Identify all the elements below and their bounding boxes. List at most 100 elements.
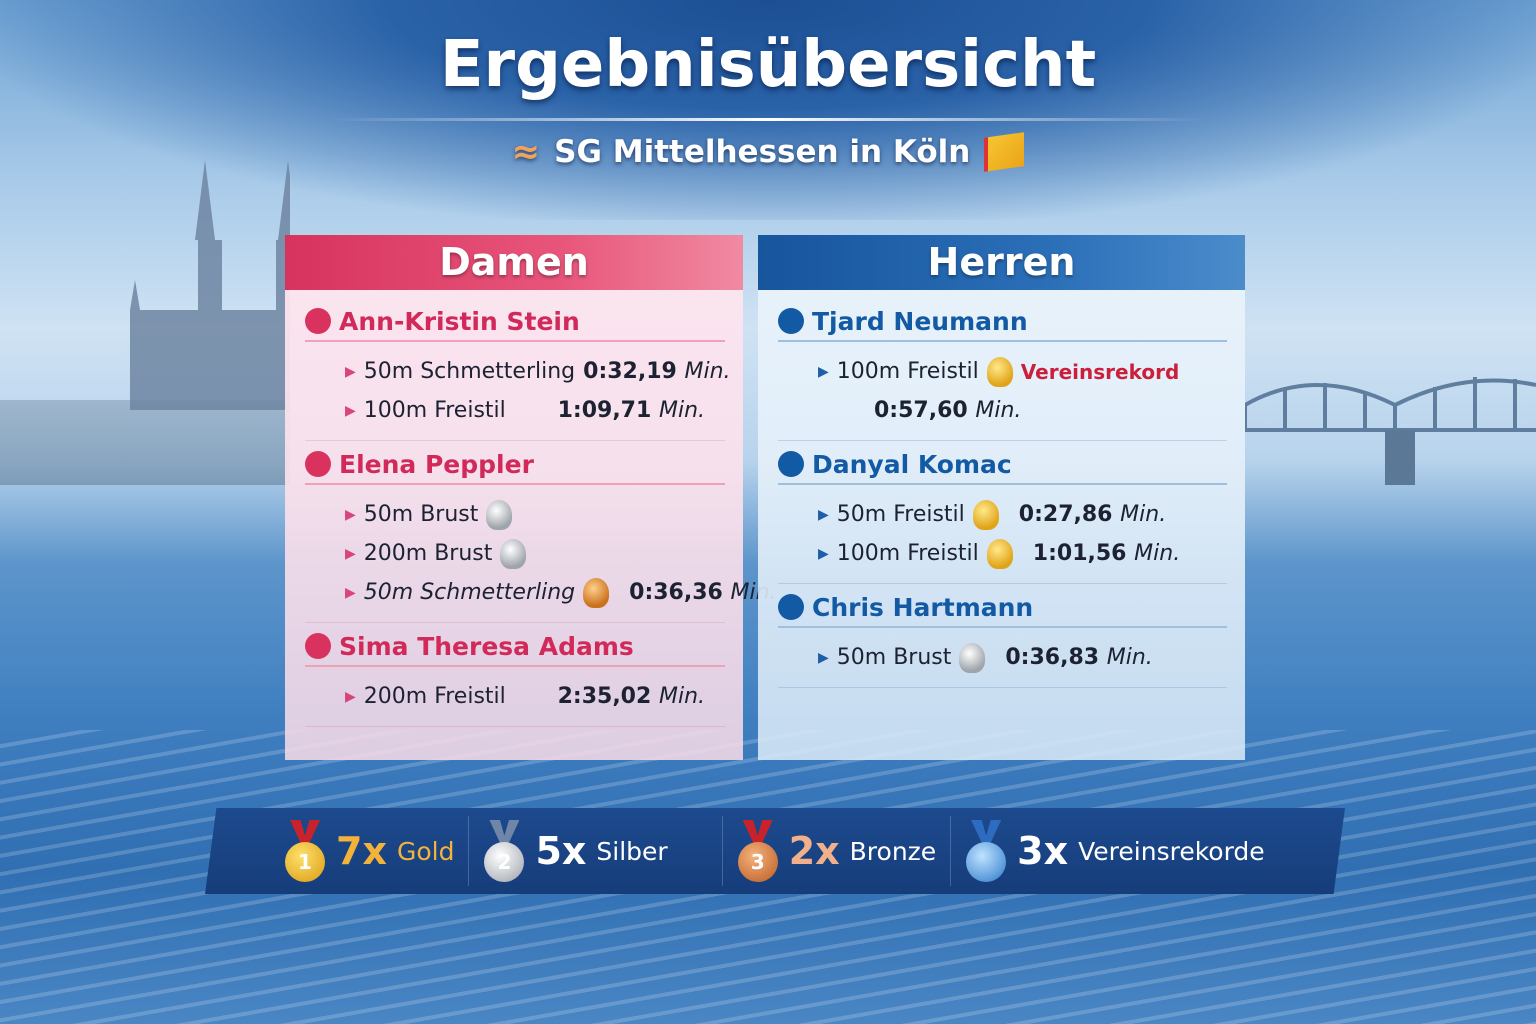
bullet-dot-icon (305, 308, 331, 334)
athlete-name-row: Chris Hartmann (778, 590, 1227, 628)
athlete-name: Elena Peppler (339, 449, 534, 479)
athlete-name-row: Elena Peppler (305, 447, 725, 485)
silver-trophy-icon (486, 499, 513, 530)
cologne-flag-icon (984, 132, 1025, 172)
athlete-name: Tjard Neumann (812, 306, 1028, 336)
gold-trophy-icon (986, 356, 1013, 387)
triangle-bullet-icon: ▶ (345, 402, 356, 419)
race-list: ▶ 100m Freistil Vereinsrekord 0:57,60 Min. (778, 342, 1227, 441)
athlete-name-row: Ann-Kristin Stein (305, 304, 725, 342)
herren-panel: Herren Tjard Neumann ▶ 100m Freistil Verein… (758, 235, 1245, 760)
time-value: 0:36,36 (629, 580, 723, 605)
race-time: 1:09,71 Min. (558, 398, 705, 423)
race-row: ▶ 50m Schmetterling 0:36,36 Min. (345, 573, 777, 612)
race-list: ▶ 50m Brust 0:36,83 Min. (778, 628, 1227, 688)
medal-disc: 1 (285, 842, 325, 882)
triangle-bullet-icon: ▶ (345, 545, 356, 562)
medal-disc (966, 842, 1007, 882)
gold-trophy-icon (986, 538, 1013, 569)
gold-medal-icon: 1 (284, 820, 326, 882)
time-unit: Min. (658, 398, 705, 423)
bullet-dot-icon (305, 451, 331, 477)
time-unit: Min. (1120, 502, 1167, 527)
time-unit: Min. (975, 398, 1022, 423)
time-value: 0:27,86 (1018, 502, 1113, 527)
triangle-bullet-icon: ▶ (345, 363, 356, 380)
race-event: 100m Freistil (836, 359, 979, 384)
athlete-entry: Elena Peppler ▶ 50m Brust ▶ 200m Brust ▶ 50m S… (305, 447, 777, 623)
bullet-dot-icon (305, 633, 331, 659)
race-event: 200m Freistil (363, 684, 506, 709)
summary-label: Silber (596, 836, 668, 866)
athlete-name: Danyal Komac (812, 449, 1012, 479)
summary-gold: 1 7x Gold (270, 816, 468, 886)
race-list: ▶ 200m Freistil 2:35,02 Min. (305, 667, 725, 727)
race-time: 0:36,83 Min. (1005, 645, 1152, 670)
divider (330, 118, 1206, 121)
athlete-entry: Tjard Neumann ▶ 100m Freistil Vereinsrekord… (778, 304, 1227, 441)
swimmer-medal-icon (965, 820, 1007, 882)
race-event: 50m Schmetterling (363, 359, 576, 384)
time-value: 1:09,71 (557, 398, 652, 423)
race-list: ▶ 50m Brust ▶ 200m Brust ▶ 50m Schmetterling 0… (305, 485, 777, 623)
triangle-bullet-icon: ▶ (345, 506, 356, 523)
damen-list: Ann-Kristin Stein ▶ 50m Schmetterling 0:32,… (285, 290, 777, 760)
race-time: 0:32,19 Min. (583, 359, 730, 384)
subtitle: ≈ SG Mittelhessen in Köln (0, 132, 1536, 172)
bronze-trophy-icon (583, 577, 610, 608)
race-time: 1:01,56 Min. (1033, 541, 1180, 566)
race-event: 50m Freistil (836, 502, 965, 527)
race-event: 50m Brust (363, 502, 479, 527)
athlete-entry: Sima Theresa Adams ▶ 200m Freistil 2:35,02 … (305, 629, 725, 727)
medal-disc: 3 (737, 842, 778, 882)
time-value: 2:35,02 (557, 684, 652, 709)
triangle-bullet-icon: ▶ (818, 649, 829, 666)
damen-panel: Damen Ann-Kristin Stein ▶ 50m Schmetterlin… (285, 235, 777, 760)
summary-label: Gold (396, 836, 455, 866)
sky-background (0, 0, 1536, 220)
race-event: 50m Schmetterling (363, 580, 576, 605)
bronze-medal-icon: 3 (737, 820, 779, 882)
triangle-bullet-icon: ▶ (818, 506, 829, 523)
athlete-entry: Danyal Komac ▶ 50m Freistil 0:27,86 Min. ▶ 10… (778, 447, 1227, 584)
medal-disc: 2 (484, 842, 525, 882)
silver-medal-icon: 2 (483, 820, 525, 882)
athlete-name-row: Tjard Neumann (778, 304, 1227, 342)
triangle-bullet-icon: ▶ (345, 688, 356, 705)
race-row: ▶ 50m Freistil 0:27,86 Min. (818, 495, 1227, 534)
bullet-dot-icon (778, 451, 804, 477)
bullet-dot-icon (778, 308, 804, 334)
athlete-name-row: Danyal Komac (778, 447, 1227, 485)
race-event: 100m Freistil (836, 541, 979, 566)
race-time: 2:35,02 Min. (558, 684, 705, 709)
athlete-entry: Ann-Kristin Stein ▶ 50m Schmetterling 0:32,… (305, 304, 731, 441)
triangle-bullet-icon: ▶ (818, 545, 829, 562)
page-title: Ergebnisübersicht (439, 28, 1097, 102)
race-event: 200m Brust (363, 541, 493, 566)
race-event: 100m Freistil (363, 398, 506, 423)
race-time: 0:27,86 Min. (1019, 502, 1166, 527)
damen-header: Damen (285, 235, 743, 290)
time-value: 0:57,60 (874, 398, 968, 423)
gold-trophy-icon (972, 499, 999, 530)
race-list: ▶ 50m Schmetterling 0:32,19 Min. ▶ 100m Frei… (305, 342, 731, 441)
summary-count: 3x (1017, 829, 1069, 873)
summary-bronze: 3 2x Bronze (721, 816, 950, 886)
race-row: ▶ 50m Schmetterling 0:32,19 Min. (345, 352, 731, 391)
triangle-bullet-icon: ▶ (345, 584, 356, 601)
cologne-cathedral-illustration (130, 160, 290, 410)
time-unit: Min. (1134, 541, 1181, 566)
time-unit: Min. (1106, 645, 1153, 670)
race-event: 50m Brust (836, 645, 952, 670)
athlete-name: Chris Hartmann (812, 592, 1034, 622)
silver-trophy-icon (500, 538, 527, 569)
summary-vereinsrekorde: 3x Vereinsrekorde (950, 816, 1279, 886)
swimmer-icon: ≈ (511, 132, 541, 172)
race-row: ▶ 50m Brust 0:36,83 Min. (818, 638, 1227, 677)
race-list: ▶ 50m Freistil 0:27,86 Min. ▶ 100m Freistil 1… (778, 485, 1227, 584)
race-row: ▶ 200m Brust (345, 534, 725, 573)
herren-list: Tjard Neumann ▶ 100m Freistil Vereinsrekord… (758, 290, 1245, 760)
bridge-illustration (1245, 377, 1536, 485)
race-row: ▶ 100m Freistil Vereinsrekord (818, 352, 1227, 391)
race-row: ▶ 100m Freistil 1:09,71 Min. (345, 391, 725, 430)
